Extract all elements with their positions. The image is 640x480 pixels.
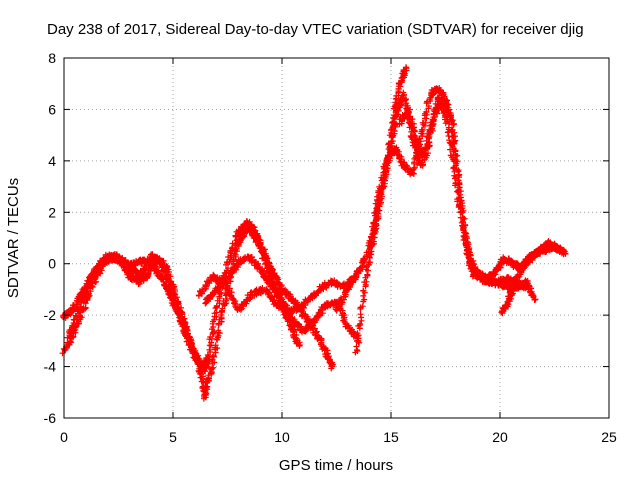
data-point [329, 363, 336, 370]
y-tick-label: -2 [44, 307, 57, 323]
data-point [219, 307, 226, 314]
data-point [142, 264, 149, 270]
data-point [262, 255, 269, 262]
y-tick-label: 8 [48, 50, 56, 66]
series-sat-g [332, 64, 410, 314]
data-point [357, 311, 364, 318]
grid [64, 58, 609, 418]
data-point [175, 305, 182, 312]
data-point [218, 312, 224, 318]
data-point [213, 304, 220, 310]
data-point [207, 334, 214, 340]
data-point [213, 309, 220, 316]
data-point [208, 339, 215, 346]
data-point [456, 181, 463, 188]
data-point [210, 364, 217, 371]
chart-title: Day 238 of 2017, Sidereal Day-to-day VTE… [47, 21, 584, 38]
data-point [296, 343, 303, 349]
data-point [214, 333, 221, 340]
x-tick-label: 10 [274, 429, 290, 445]
plot-frame [63, 57, 610, 419]
data-point [167, 273, 174, 280]
data-point [263, 260, 269, 267]
data-points [59, 64, 569, 402]
y-tick-label: 4 [48, 153, 56, 169]
data-point [146, 267, 153, 274]
axis-ticks: 0 5 10 15 20 25 -6 -4 -2 0 2 4 6 8 [44, 50, 617, 445]
data-point [325, 354, 332, 361]
data-point [210, 352, 217, 359]
data-point [212, 342, 219, 349]
x-axis-label: GPS time / hours [279, 457, 393, 474]
data-point [189, 344, 196, 351]
y-tick-label: 2 [48, 204, 56, 220]
data-point [148, 261, 155, 268]
data-point [197, 374, 204, 381]
data-point [202, 383, 209, 389]
y-tick-label: -6 [44, 410, 57, 426]
data-point [202, 391, 209, 398]
x-tick-label: 15 [383, 429, 399, 445]
data-point [261, 254, 268, 261]
data-point [199, 378, 206, 385]
data-point [204, 357, 211, 364]
y-tick-label: 0 [48, 256, 56, 272]
y-tick-label: 6 [48, 101, 56, 117]
data-point [231, 250, 238, 257]
x-tick-label: 25 [601, 429, 617, 445]
y-axis-label: SDTVAR / TECUs [5, 178, 22, 298]
data-point [159, 258, 166, 264]
series-sat-c [64, 253, 210, 401]
data-point [230, 257, 237, 264]
data-point [215, 327, 222, 334]
series-sat-e [202, 253, 363, 346]
data-point [205, 372, 212, 379]
x-tick-label: 0 [60, 429, 68, 445]
x-tick-label: 5 [169, 429, 177, 445]
data-point [204, 358, 211, 365]
y-tick-label: -4 [44, 359, 57, 375]
data-point [77, 303, 84, 310]
x-tick-label: 20 [492, 429, 508, 445]
